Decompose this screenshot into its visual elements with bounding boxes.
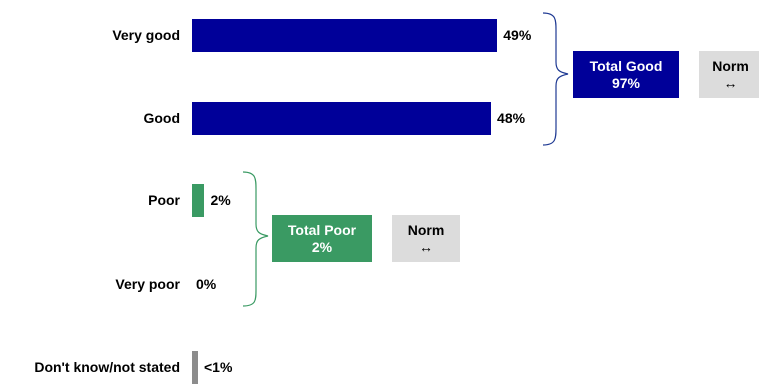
total-poor-box: Total Poor 2% — [272, 215, 372, 262]
norm-poor-box: Norm ↔ — [392, 215, 460, 262]
category-label-very-good: Very good — [112, 27, 180, 43]
total-good-label: Total Good — [589, 57, 663, 74]
value-label-dont-know: <1% — [204, 359, 233, 375]
bar-poor — [192, 184, 205, 217]
norm-good-arrow-icon: ↔ — [723, 74, 738, 91]
bar-dont-know — [192, 351, 198, 384]
bar-good — [192, 102, 492, 135]
norm-good-box: Norm ↔ — [699, 51, 759, 98]
brace-poor — [242, 171, 269, 307]
value-label-very-poor: 0% — [196, 276, 217, 292]
category-label-very-poor: Very poor — [115, 276, 180, 292]
category-label-dont-know: Don't know/not stated — [34, 359, 180, 375]
category-label-poor: Poor — [148, 192, 180, 208]
norm-good-label: Norm — [712, 57, 749, 74]
total-good-value: 97% — [611, 74, 641, 91]
total-poor-value: 2% — [311, 238, 333, 255]
bar-very-good — [192, 19, 498, 52]
brace-good — [542, 12, 569, 146]
norm-poor-label: Norm — [407, 221, 445, 238]
value-label-poor: 2% — [210, 192, 231, 208]
total-good-box: Total Good 97% — [573, 51, 679, 98]
value-label-very-good: 49% — [503, 27, 532, 43]
category-label-good: Good — [143, 110, 180, 126]
total-poor-label: Total Poor — [287, 221, 357, 238]
norm-poor-arrow-icon: ↔ — [419, 238, 433, 255]
value-label-good: 48% — [497, 110, 526, 126]
